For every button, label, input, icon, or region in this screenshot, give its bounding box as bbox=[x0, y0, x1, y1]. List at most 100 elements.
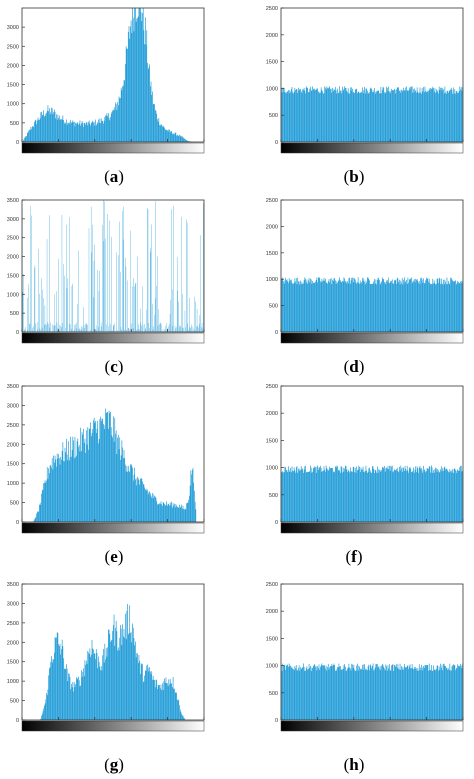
histogram-bar bbox=[137, 16, 139, 143]
histogram-bar bbox=[379, 666, 381, 720]
histogram-bar bbox=[41, 490, 43, 522]
histogram-bar bbox=[347, 668, 348, 720]
histogram-bar bbox=[184, 718, 185, 720]
histogram-bar bbox=[347, 281, 348, 332]
histogram-bar bbox=[44, 116, 45, 142]
histogram-bar bbox=[354, 278, 355, 332]
histogram-bar bbox=[439, 278, 441, 332]
histogram-bar bbox=[50, 661, 52, 720]
histogram-bar bbox=[427, 664, 429, 720]
histogram-bar bbox=[346, 670, 348, 720]
histogram-bar bbox=[104, 117, 106, 142]
histogram-bar bbox=[189, 485, 191, 522]
histogram-bar bbox=[305, 282, 307, 332]
histogram-bar bbox=[79, 686, 81, 720]
histogram-bar bbox=[440, 469, 441, 522]
histogram-bar bbox=[92, 120, 94, 142]
histogram-bar bbox=[407, 90, 409, 142]
histogram-bar bbox=[51, 108, 53, 142]
histogram-bar bbox=[336, 281, 338, 332]
histogram-bar bbox=[300, 667, 301, 720]
y-tick-label: 0 bbox=[16, 330, 19, 336]
histogram-bar bbox=[43, 708, 45, 720]
histogram-bar bbox=[292, 283, 294, 332]
y-tick-label: 2000 bbox=[266, 609, 278, 615]
histogram-bar bbox=[352, 471, 353, 522]
histogram-bar bbox=[186, 140, 187, 142]
histogram-bar bbox=[152, 675, 154, 720]
grayscale-gradient-bar bbox=[280, 720, 464, 732]
histogram-bar bbox=[130, 632, 131, 720]
histogram-bar bbox=[395, 279, 397, 332]
histogram-bar bbox=[57, 458, 59, 522]
histogram-bar bbox=[131, 465, 133, 522]
histogram-bar bbox=[125, 471, 127, 522]
histogram-bar bbox=[391, 281, 392, 332]
histogram-bar bbox=[122, 636, 124, 720]
histogram-bar bbox=[347, 283, 349, 332]
histogram-bar bbox=[56, 119, 58, 142]
histogram-bar bbox=[135, 8, 136, 142]
histogram-bar bbox=[329, 282, 331, 332]
histogram-bar bbox=[88, 449, 89, 522]
histogram-bar bbox=[101, 670, 103, 720]
histogram-bar bbox=[335, 670, 336, 720]
histogram-bar bbox=[126, 610, 128, 720]
histogram-bar bbox=[421, 279, 423, 332]
histogram-bar bbox=[340, 280, 341, 332]
histogram-bar bbox=[130, 464, 132, 522]
histogram-bar bbox=[357, 93, 358, 142]
histogram-bar bbox=[375, 279, 377, 332]
histogram-bar bbox=[399, 279, 400, 332]
histogram-bar bbox=[376, 664, 377, 720]
histogram-bar bbox=[122, 624, 123, 720]
histogram-bar bbox=[303, 89, 304, 142]
histogram-bar bbox=[383, 87, 385, 142]
histogram-bar bbox=[93, 653, 95, 720]
histogram-bar bbox=[363, 471, 365, 522]
histogram-bar bbox=[34, 519, 35, 522]
histogram-bar bbox=[42, 489, 44, 522]
histogram-bar bbox=[83, 428, 84, 522]
histogram-bar bbox=[361, 469, 363, 522]
histogram-bar bbox=[322, 280, 324, 332]
histogram-bar bbox=[174, 132, 176, 142]
histogram-bar bbox=[448, 668, 449, 720]
histogram-bar bbox=[352, 91, 354, 142]
histogram-bar bbox=[406, 86, 407, 142]
histogram-bar bbox=[330, 468, 331, 522]
histogram-bar bbox=[422, 91, 424, 142]
histogram-bar bbox=[378, 666, 380, 720]
histogram-bar bbox=[349, 93, 350, 142]
histogram-bar bbox=[101, 418, 103, 522]
histogram-bar bbox=[394, 280, 395, 332]
histogram-bar bbox=[452, 93, 454, 142]
histogram-bar bbox=[108, 117, 110, 142]
histogram-bar bbox=[363, 664, 365, 720]
histogram-bar bbox=[359, 666, 360, 720]
histogram-bar bbox=[111, 111, 113, 142]
histogram-bar bbox=[62, 646, 64, 720]
histogram-bar bbox=[344, 468, 345, 522]
histogram-bar bbox=[428, 281, 429, 332]
histogram-bar bbox=[54, 455, 56, 522]
histogram-bar bbox=[287, 472, 289, 522]
histogram-bar bbox=[300, 466, 302, 522]
histogram-bar bbox=[137, 17, 138, 142]
histogram-bar bbox=[334, 472, 335, 522]
histogram-bar bbox=[289, 472, 291, 522]
histogram-bar bbox=[59, 119, 61, 142]
histogram-bar bbox=[185, 139, 187, 142]
histogram-bar bbox=[400, 92, 402, 142]
histogram-bar bbox=[133, 637, 135, 720]
histogram-bar bbox=[343, 277, 345, 332]
histogram-bar bbox=[329, 466, 331, 522]
histogram-bar bbox=[48, 468, 49, 522]
histogram-bar bbox=[298, 90, 300, 142]
histogram-bar bbox=[369, 470, 371, 522]
histogram-bar bbox=[381, 281, 382, 332]
histogram-bar bbox=[61, 639, 63, 720]
histogram-bar bbox=[285, 669, 286, 720]
histogram-bar bbox=[114, 418, 116, 522]
histogram-bar bbox=[356, 466, 358, 522]
